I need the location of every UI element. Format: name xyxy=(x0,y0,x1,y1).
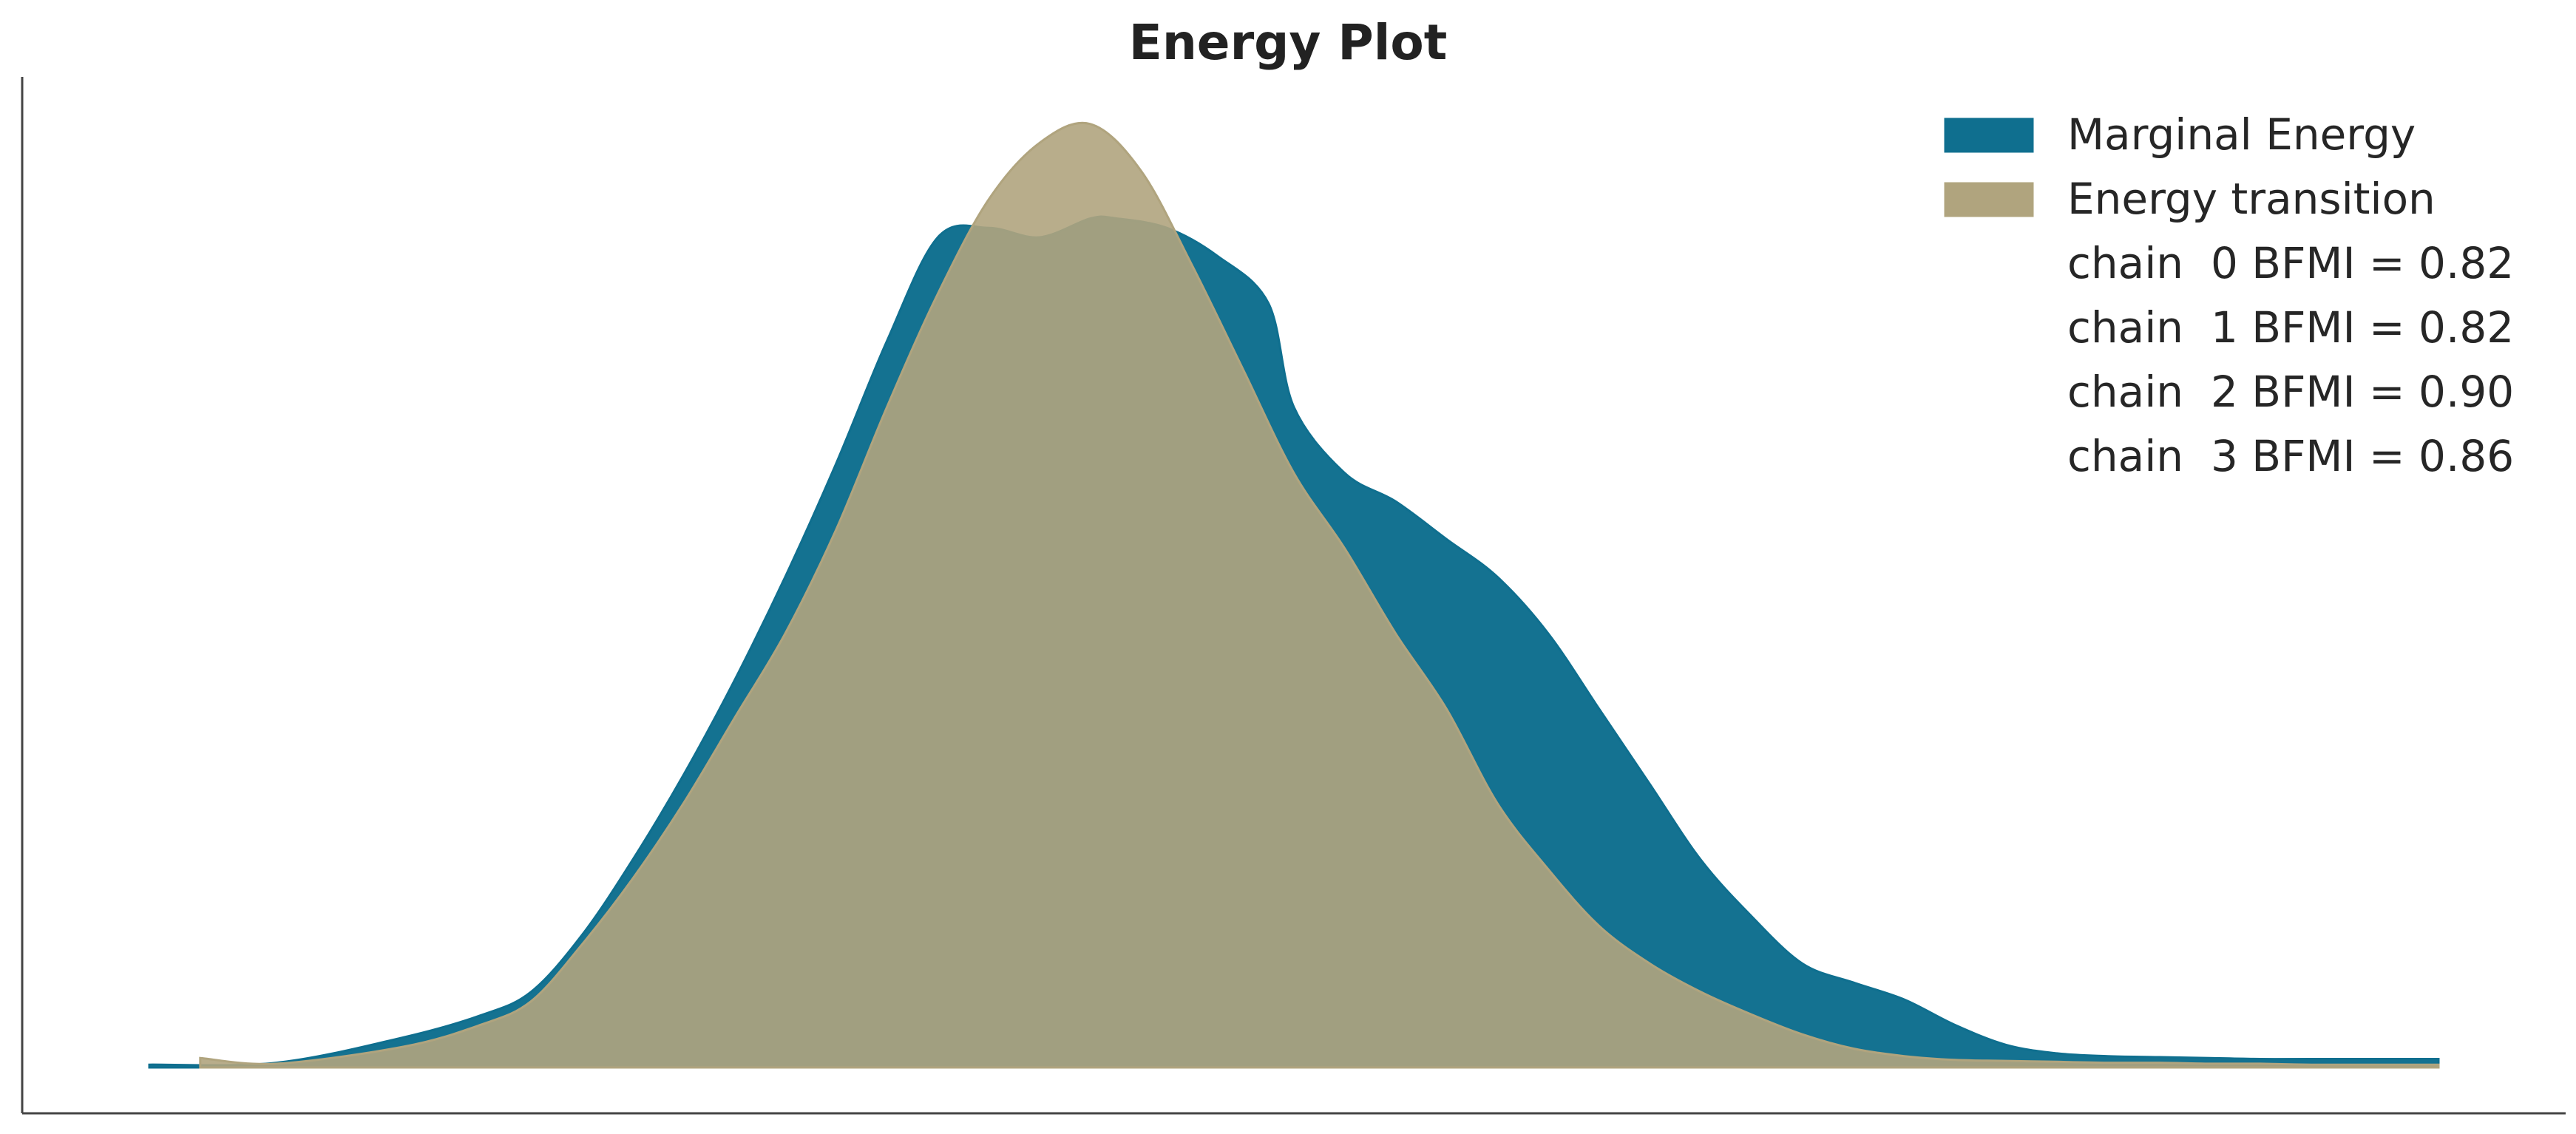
legend-swatch-marginal-energy xyxy=(1944,118,2034,153)
chart-title: Energy Plot xyxy=(1129,14,1448,71)
density-area-energy-transition xyxy=(199,121,2440,1069)
legend: Marginal Energy Energy transition chain … xyxy=(1944,109,2514,481)
bfmi-chain-3: chain 3 BFMI = 0.86 xyxy=(2067,431,2514,481)
bfmi-chain-1: chain 1 BFMI = 0.82 xyxy=(2067,302,2514,353)
bfmi-chain-0: chain 0 BFMI = 0.82 xyxy=(2067,238,2514,288)
legend-swatch-energy-transition xyxy=(1944,182,2034,217)
plot-area xyxy=(148,121,2440,1069)
legend-label-marginal-energy: Marginal Energy xyxy=(2067,109,2416,160)
legend-label-energy-transition: Energy transition xyxy=(2067,174,2436,224)
bfmi-chain-2: chain 2 BFMI = 0.90 xyxy=(2067,367,2514,417)
